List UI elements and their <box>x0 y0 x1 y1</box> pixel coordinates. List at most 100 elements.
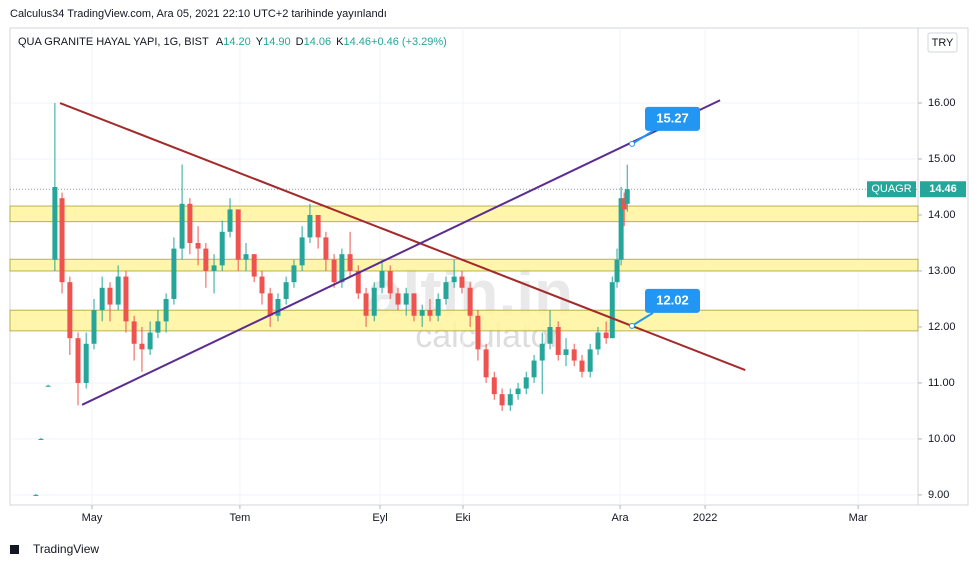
candle-body <box>499 394 505 406</box>
candle-body <box>203 248 209 271</box>
candle-body <box>531 360 537 378</box>
candle-body <box>259 276 265 294</box>
currency-button[interactable] <box>927 32 958 53</box>
candle-body <box>609 282 615 339</box>
candle-body <box>347 254 353 271</box>
x-tick-label: 2022 <box>693 512 717 524</box>
logo-icon <box>10 545 19 554</box>
legend-key: D <box>296 36 304 48</box>
candle-body <box>267 293 273 316</box>
candle-body <box>211 265 217 271</box>
candle-body <box>243 254 249 260</box>
y-tick-label: 15.00 <box>928 153 956 165</box>
legend-value: 14.06 <box>304 36 332 48</box>
footer: TradingView <box>33 542 99 556</box>
candle-body <box>339 254 345 283</box>
candle-body <box>147 332 153 350</box>
symbol-tag-label: QUAGR <box>871 183 911 195</box>
legend-key: K <box>336 36 344 48</box>
callout-label: 12.02 <box>656 292 689 307</box>
candle-body <box>307 214 313 238</box>
legend-value: 14.46 <box>343 36 371 48</box>
y-tick-label: 16.00 <box>928 97 956 109</box>
candle-body <box>539 343 545 361</box>
candle-body <box>475 315 481 350</box>
callout-point <box>628 322 635 329</box>
candle-body <box>507 394 513 406</box>
candle-body <box>411 293 417 316</box>
candle-body <box>603 332 609 339</box>
candle-body <box>323 237 329 260</box>
candle-body <box>299 237 305 266</box>
candle-body <box>595 332 601 350</box>
x-tick-label: Eyl <box>372 512 387 524</box>
candle-body <box>379 270 385 288</box>
candle-body <box>563 349 569 355</box>
candle-body <box>163 298 169 322</box>
symbol-tag <box>867 181 916 198</box>
y-tick-label: 14.00 <box>928 209 956 221</box>
candle-body <box>387 270 393 294</box>
callout-pointer <box>631 130 654 145</box>
x-tick-label: May <box>82 512 103 524</box>
candle-body <box>355 270 361 294</box>
candle-body <box>435 298 441 316</box>
candle-body <box>547 326 553 344</box>
candle-body <box>459 276 465 288</box>
candle-body <box>275 298 281 316</box>
candle-body <box>115 276 121 305</box>
candle-body <box>395 293 401 305</box>
currency-label[interactable]: TRY <box>932 37 954 49</box>
y-tick-label: 12.00 <box>928 321 956 333</box>
candle-body <box>38 438 44 440</box>
candle-body <box>123 276 129 322</box>
symbol: QUA GRANITE HAYAL YAPI, 1G, BIST <box>18 36 209 48</box>
candle-body <box>52 187 58 260</box>
candle-body <box>427 310 433 316</box>
ohlc-legend: A14.20 Y14.90 D14.06 K14.46+0.46 (+3.29%) <box>216 36 447 48</box>
candle-body <box>99 287 105 311</box>
candle-body <box>555 326 561 355</box>
candle-body <box>67 282 73 339</box>
candle-body <box>187 203 193 243</box>
candle-body <box>579 360 585 372</box>
candle-body <box>451 276 457 283</box>
candle-body <box>33 494 39 496</box>
candle-body <box>614 259 620 283</box>
candle-body <box>315 214 321 238</box>
candle-body <box>75 338 81 383</box>
candle-body <box>235 209 241 260</box>
y-tick-label: 9.00 <box>928 489 949 501</box>
candle-body <box>331 259 337 283</box>
zone <box>9 258 919 272</box>
candle-body <box>131 321 137 344</box>
candle-body <box>219 231 225 266</box>
price-tag-label: 14.46 <box>929 183 957 195</box>
candle-body <box>621 198 627 210</box>
trend-line <box>81 99 721 406</box>
price-tag <box>920 181 966 198</box>
candle-body <box>59 198 65 283</box>
chart-title: QUA GRANITE HAYAL YAPI, 1G, BIST A14.20 Y1… <box>18 36 447 48</box>
candle-body <box>91 310 97 344</box>
y-tick-label: 11.00 <box>928 377 955 389</box>
legend-key: Y <box>256 36 264 48</box>
y-tick-label: 10.00 <box>928 433 956 445</box>
callout-pointer <box>631 311 654 327</box>
candle-body <box>291 265 297 283</box>
legend-value: 14.20 <box>223 36 251 48</box>
candle-body <box>251 254 257 277</box>
candle-body <box>624 189 630 204</box>
candle-body <box>363 293 369 316</box>
candle-body <box>283 282 289 299</box>
candle-body <box>523 377 529 389</box>
candle-body <box>618 198 624 260</box>
legend-value: 14.90 <box>263 36 291 48</box>
callout-label: 15.27 <box>656 110 689 125</box>
candle-body <box>571 349 577 361</box>
candle-body <box>403 293 409 305</box>
candle-body <box>467 287 473 316</box>
legend-value: +0.46 (+3.29%) <box>371 36 447 48</box>
callout-box <box>644 106 700 131</box>
